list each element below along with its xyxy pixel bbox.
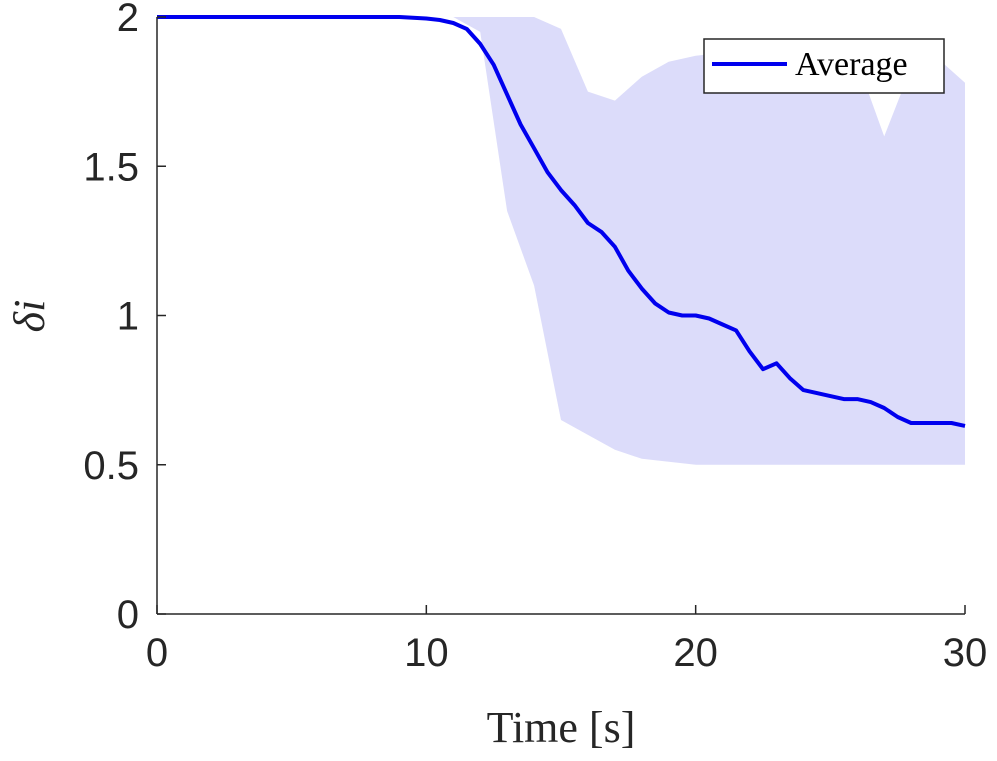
- x-axis-label: Time [s]: [487, 703, 636, 752]
- legend-label-average: Average: [795, 46, 908, 83]
- y-tick-label: 0.5: [83, 444, 139, 488]
- x-tick-label: 20: [673, 631, 718, 675]
- y-axis-label: δi: [5, 300, 54, 333]
- x-tick-label: 10: [404, 631, 449, 675]
- range-band-layer: [157, 17, 965, 465]
- x-axis-label-text: Time [s]: [487, 703, 636, 752]
- y-tick-label: 1: [117, 295, 139, 339]
- y-tick-label: 2: [117, 0, 139, 40]
- series-line-average: [157, 15, 966, 428]
- y-axis-label-text: δi: [5, 300, 54, 333]
- range-band: [157, 17, 965, 465]
- legend-box: [703, 38, 945, 94]
- series-line-layer: [157, 15, 966, 428]
- x-tick-label: 0: [146, 631, 168, 675]
- tick-labels: 0 10 20 30 0 0.5 1 1.5 2: [83, 0, 987, 675]
- y-tick-label: 0: [117, 593, 139, 637]
- x-tick-label: 30: [943, 631, 988, 675]
- legend: Average: [703, 38, 945, 94]
- y-tick-label: 1.5: [83, 145, 139, 189]
